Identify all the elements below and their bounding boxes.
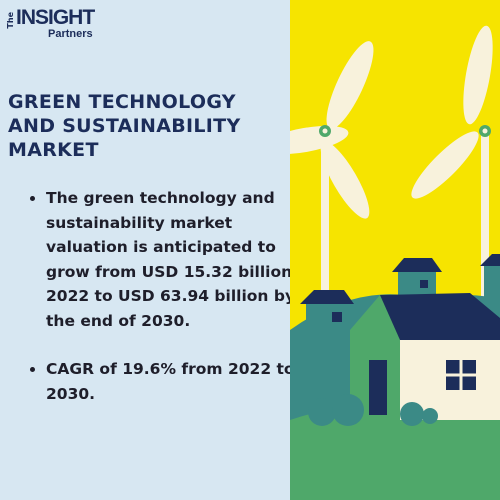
blade [411,131,479,199]
house [480,254,500,300]
bullet: CAGR of 19.6% from 2022 to 2030. [46,357,314,406]
door [369,360,387,415]
bush [422,408,438,424]
blade [463,25,493,125]
illustration [290,0,500,500]
roof [480,254,500,266]
bush [332,394,364,426]
ground [290,402,500,500]
house [392,258,442,300]
roof [380,293,500,340]
title: GREEN TECHNOLOGY AND SUSTAINABILITY MARK… [8,91,241,161]
pole [321,135,329,335]
windmill [411,25,493,335]
big-house [350,293,500,420]
logo-the: The [6,12,15,29]
logo-insight: INSIGHT [16,6,95,29]
roof [300,290,354,304]
pole [481,135,489,335]
bullet: The green technology and sustainability … [46,186,314,333]
bush [308,398,336,426]
window [420,280,428,288]
hub [482,128,488,134]
bullet-list: The green technology and sustainability … [22,186,314,430]
wall [306,302,350,338]
logo-partners: Partners [48,28,93,40]
hub [322,128,328,134]
roof [392,258,442,272]
window [332,312,342,322]
windmill [290,41,374,335]
blade [320,141,370,219]
bushes [308,394,438,426]
wall [484,262,500,300]
bush [400,402,424,426]
house [300,290,354,338]
blade [326,41,374,129]
